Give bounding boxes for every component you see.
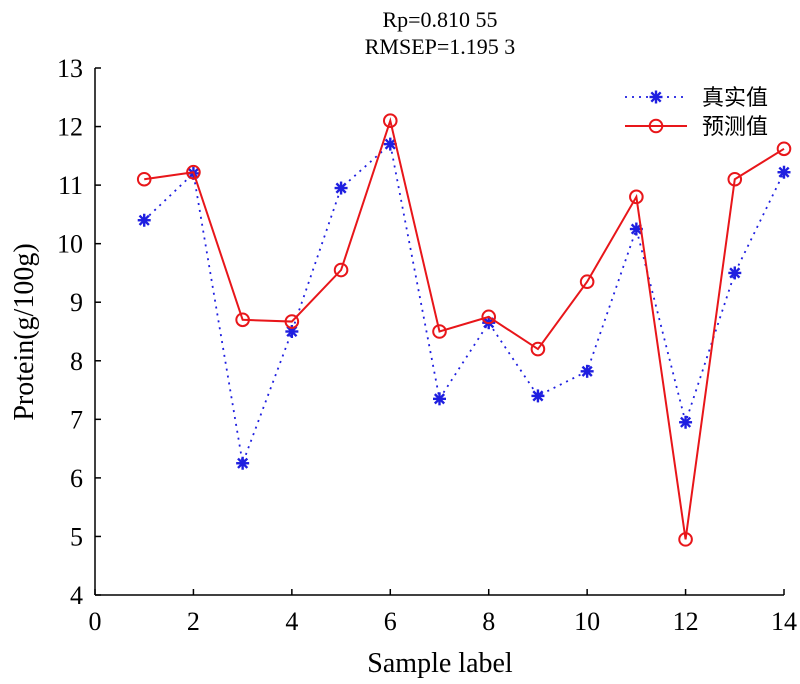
x-tick-label: 12 — [673, 607, 699, 636]
x-tick-label: 14 — [771, 607, 797, 636]
series-1-point — [136, 171, 152, 187]
series-0-point — [728, 266, 742, 280]
y-tick-label: 4 — [70, 581, 83, 610]
series-0-point-stroke-d2 — [433, 393, 446, 405]
y-tick-label: 10 — [57, 230, 83, 259]
chart-title-line-2: RMSEP=1.195 3 — [365, 34, 516, 59]
x-tick-label: 6 — [384, 607, 397, 636]
legend-marker-0-stroke-d2 — [650, 91, 662, 103]
legend-marker-0 — [649, 90, 663, 104]
x-tick-label: 10 — [574, 607, 600, 636]
y-tick-label: 13 — [57, 54, 83, 83]
series-1-point — [678, 532, 693, 547]
series-1-point — [481, 309, 497, 325]
series-0-point-stroke-d2 — [384, 138, 396, 150]
x-tick-label: 4 — [285, 607, 298, 636]
series-0-point-stroke-d2 — [729, 267, 741, 279]
series-0-point — [236, 456, 250, 470]
legend-label-0: 真实值 — [702, 85, 768, 110]
legend-marker-1 — [648, 118, 664, 134]
series-0-point-stroke-d2 — [630, 223, 642, 235]
series-1-point — [382, 113, 398, 128]
y-tick-label: 6 — [70, 464, 83, 493]
series-0-point — [777, 165, 791, 179]
series-0-point-stroke-d2 — [680, 416, 692, 428]
series-0-point — [433, 392, 446, 406]
series-1-point — [629, 189, 644, 205]
x-axis-label: Sample label — [367, 648, 513, 679]
series-0-point-stroke-d2 — [581, 365, 593, 377]
series-1-point — [530, 341, 546, 357]
legend-label-1: 预测值 — [702, 114, 768, 139]
series-0-point-stroke-d2 — [286, 325, 298, 338]
series-0-point — [334, 181, 348, 195]
series-1-point — [284, 314, 300, 329]
series-0-point — [580, 364, 594, 378]
y-axis-label: Protein(g/100g) — [9, 243, 40, 420]
series-1-point — [579, 274, 595, 290]
series-1-point — [432, 324, 447, 339]
series-0-point — [137, 213, 151, 227]
y-tick-label: 11 — [58, 171, 83, 200]
series-0-point — [531, 389, 545, 403]
series-1-point — [727, 171, 743, 187]
series-0-point-stroke-d2 — [335, 182, 347, 194]
series-1-point — [235, 312, 250, 328]
series-0-point-stroke-d2 — [138, 214, 150, 226]
x-tick-label: 0 — [89, 607, 102, 636]
series-0-line — [143, 142, 785, 467]
y-tick-label: 8 — [70, 347, 83, 376]
y-tick-label: 7 — [70, 405, 83, 434]
x-tick-label: 8 — [482, 607, 495, 636]
series-0-point-stroke-d2 — [237, 457, 249, 469]
series-1-line — [144, 117, 785, 540]
series-0-point — [679, 415, 693, 429]
y-tick-label: 9 — [70, 288, 83, 317]
series-1-point — [776, 141, 792, 157]
series-1-point — [333, 262, 349, 278]
series-0-point-stroke-d2 — [778, 166, 790, 178]
y-tick-label: 5 — [70, 522, 83, 551]
series-1-point — [186, 164, 201, 180]
y-tick-label: 12 — [57, 113, 83, 142]
series-0-point-stroke-d2 — [532, 390, 544, 402]
x-tick-label: 2 — [187, 607, 200, 636]
chart-title-line-1: Rp=0.810 55 — [382, 7, 497, 32]
series-0-point — [383, 137, 397, 151]
